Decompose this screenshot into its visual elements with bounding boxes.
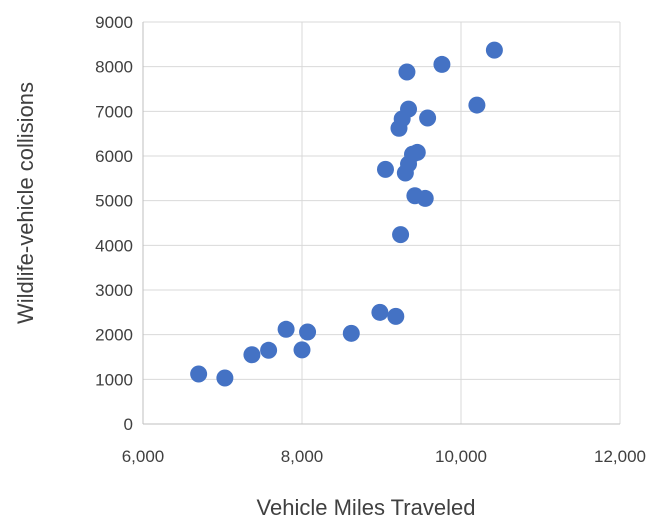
x-tick-label: 12,000 xyxy=(594,447,646,466)
data-point xyxy=(387,307,405,325)
y-axis-title: Wildlife-vehicle collisions xyxy=(13,82,38,324)
data-point xyxy=(342,324,360,342)
y-tick-label: 5000 xyxy=(95,192,133,211)
data-point xyxy=(260,341,278,359)
data-point xyxy=(243,346,261,364)
data-point xyxy=(293,341,311,359)
x-tick-label: 10,000 xyxy=(435,447,487,466)
data-point xyxy=(468,96,486,114)
x-tick-label: 8,000 xyxy=(281,447,324,466)
x-axis-title: Vehicle Miles Traveled xyxy=(257,495,476,520)
y-tick-label: 3000 xyxy=(95,281,133,300)
data-point xyxy=(485,41,503,59)
data-point xyxy=(277,320,295,338)
x-tick-label: 6,000 xyxy=(122,447,165,466)
data-point xyxy=(216,369,234,387)
data-point xyxy=(392,226,410,244)
data-point xyxy=(419,109,437,127)
y-tick-label: 9000 xyxy=(95,13,133,32)
y-tick-label: 1000 xyxy=(95,370,133,389)
data-point xyxy=(190,365,208,383)
y-tick-label: 7000 xyxy=(95,102,133,121)
y-tick-label: 8000 xyxy=(95,58,133,77)
data-point xyxy=(416,189,434,207)
y-tick-label: 0 xyxy=(124,415,133,434)
y-tick-label: 4000 xyxy=(95,236,133,255)
y-tick-label: 6000 xyxy=(95,147,133,166)
data-point xyxy=(433,55,451,73)
data-point xyxy=(400,100,418,118)
y-tick-label: 2000 xyxy=(95,326,133,345)
axes xyxy=(142,22,620,425)
gridlines xyxy=(143,21,621,424)
data-point xyxy=(299,323,317,341)
data-points xyxy=(190,41,503,387)
data-point xyxy=(398,63,416,81)
data-point xyxy=(371,303,389,321)
data-point xyxy=(376,160,394,178)
y-tick-labels: 0 1000 2000 3000 4000 5000 6000 7000 8000 9000 xyxy=(95,13,133,434)
data-point xyxy=(408,143,426,161)
x-tick-labels: 6,000 8,000 10,000 12,000 xyxy=(122,447,646,466)
